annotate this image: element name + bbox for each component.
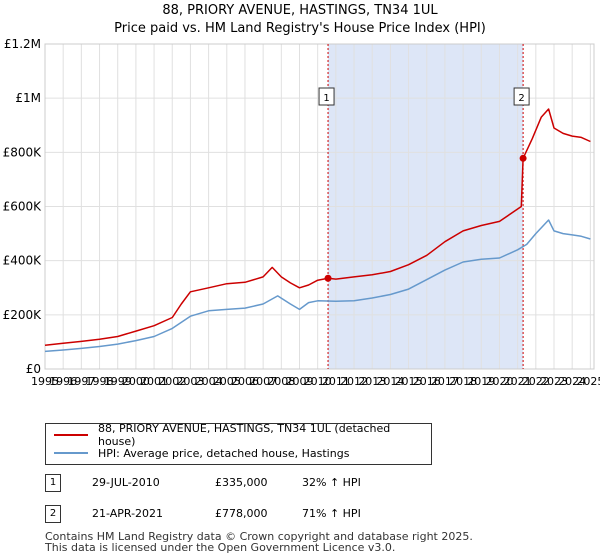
x-tick-label: 1997 [67,375,95,388]
chart-subtitle: Price paid vs. HM Land Registry's House … [114,21,486,36]
x-tick-label: 2014 [376,375,404,388]
x-tick-label: 2020 [485,375,513,388]
legend-swatch-property [54,434,88,436]
x-tick-label: 2015 [395,375,423,388]
y-tick-label: £600K [3,200,43,214]
x-tick-label: 2010 [304,375,332,388]
y-tick-label: £400K [3,254,43,268]
legend-label-property: 88, PRIORY AVENUE, HASTINGS, TN34 1UL (d… [97,422,391,448]
chart-legend: 88, PRIORY AVENUE, HASTINGS, TN34 1UL (d… [45,422,432,465]
x-tick-label: 2022 [522,375,550,388]
x-tick-label: 2003 [176,375,204,388]
legend-label-hpi: HPI: Average price, detached house, Hast… [98,446,350,460]
footer-line-copyright: Contains HM Land Registry data © Crown c… [45,530,473,543]
x-tick-label: 2023 [540,375,568,388]
transaction-price: £335,000 [215,476,268,489]
transaction-number: 1 [45,474,61,492]
x-tick-label: 2005 [213,375,241,388]
x-tick-label: 2017 [431,375,459,388]
x-tick-label: 2001 [140,375,168,388]
x-tick-label: 1999 [104,375,132,388]
x-tick-label: 2013 [358,375,386,388]
sale-point [324,274,332,282]
y-tick-label: £0 [26,362,41,376]
transaction-date: 21-APR-2021 [92,507,164,520]
x-tick-label: 2018 [449,375,477,388]
y-tick-label: £800K [3,145,43,159]
x-tick-label: 2019 [467,375,495,388]
y-tick-label: £200K [3,308,43,322]
x-tick-label: 2008 [267,375,295,388]
x-tick-label: 2012 [340,375,368,388]
hpi-series-line [44,219,591,353]
x-tick-label: 2016 [413,375,441,388]
sale-marker-label: 2 [518,93,524,104]
x-tick-label: 2006 [231,375,259,388]
x-tick-label: 2007 [249,375,277,388]
price-chart: £0£200K£400K£600K£800K£1M£1.2M 199519961… [3,37,600,388]
footer-line-licence: This data is licensed under the Open Gov… [45,541,396,554]
transaction-number: 2 [45,505,61,523]
x-tick-label: 2011 [322,375,350,388]
x-tick-label: 1998 [86,375,114,388]
transaction-price: £778,000 [215,507,268,520]
x-tick-label: 2009 [286,375,314,388]
legend-swatch-hpi [54,452,88,454]
transaction-date: 29-JUL-2010 [92,476,160,489]
x-tick-label: 1995 [31,375,59,388]
legend-item-hpi: HPI: Average price, detached house, Hast… [54,445,349,461]
legend-item-property: 88, PRIORY AVENUE, HASTINGS, TN34 1UL (d… [54,422,431,448]
transaction-hpi-change: 71% ↑ HPI [302,507,361,520]
x-tick-label: 2002 [158,375,186,388]
sale-marker-box [513,87,530,106]
x-tick-label: 2000 [122,375,150,388]
x-tick-label: 1996 [49,375,77,388]
sale-point [519,154,527,162]
footer-attribution: Contains HM Land Registry data © Crown c… [45,531,473,553]
sale-marker-label: 1 [323,93,329,104]
x-tick-label: 2021 [504,375,532,388]
transaction-hpi-change: 32% ↑ HPI [302,476,361,489]
chart-title: 88, PRIORY AVENUE, HASTINGS, TN34 1UL [162,3,438,18]
y-tick-label: £1M [15,91,41,105]
y-tick-label: £1.2M [4,37,41,51]
x-tick-label: 2024 [558,375,586,388]
x-tick-label: 2004 [195,375,223,388]
y-axis: £0 £200K £400K £600K £800K £1M £1.2M [3,37,43,376]
x-tick-label: 2025 [576,375,600,388]
x-axis: 1995199619971998199920002001200220032004… [31,375,600,388]
sale-marker-box [318,87,335,106]
plot-frame [44,43,595,370]
